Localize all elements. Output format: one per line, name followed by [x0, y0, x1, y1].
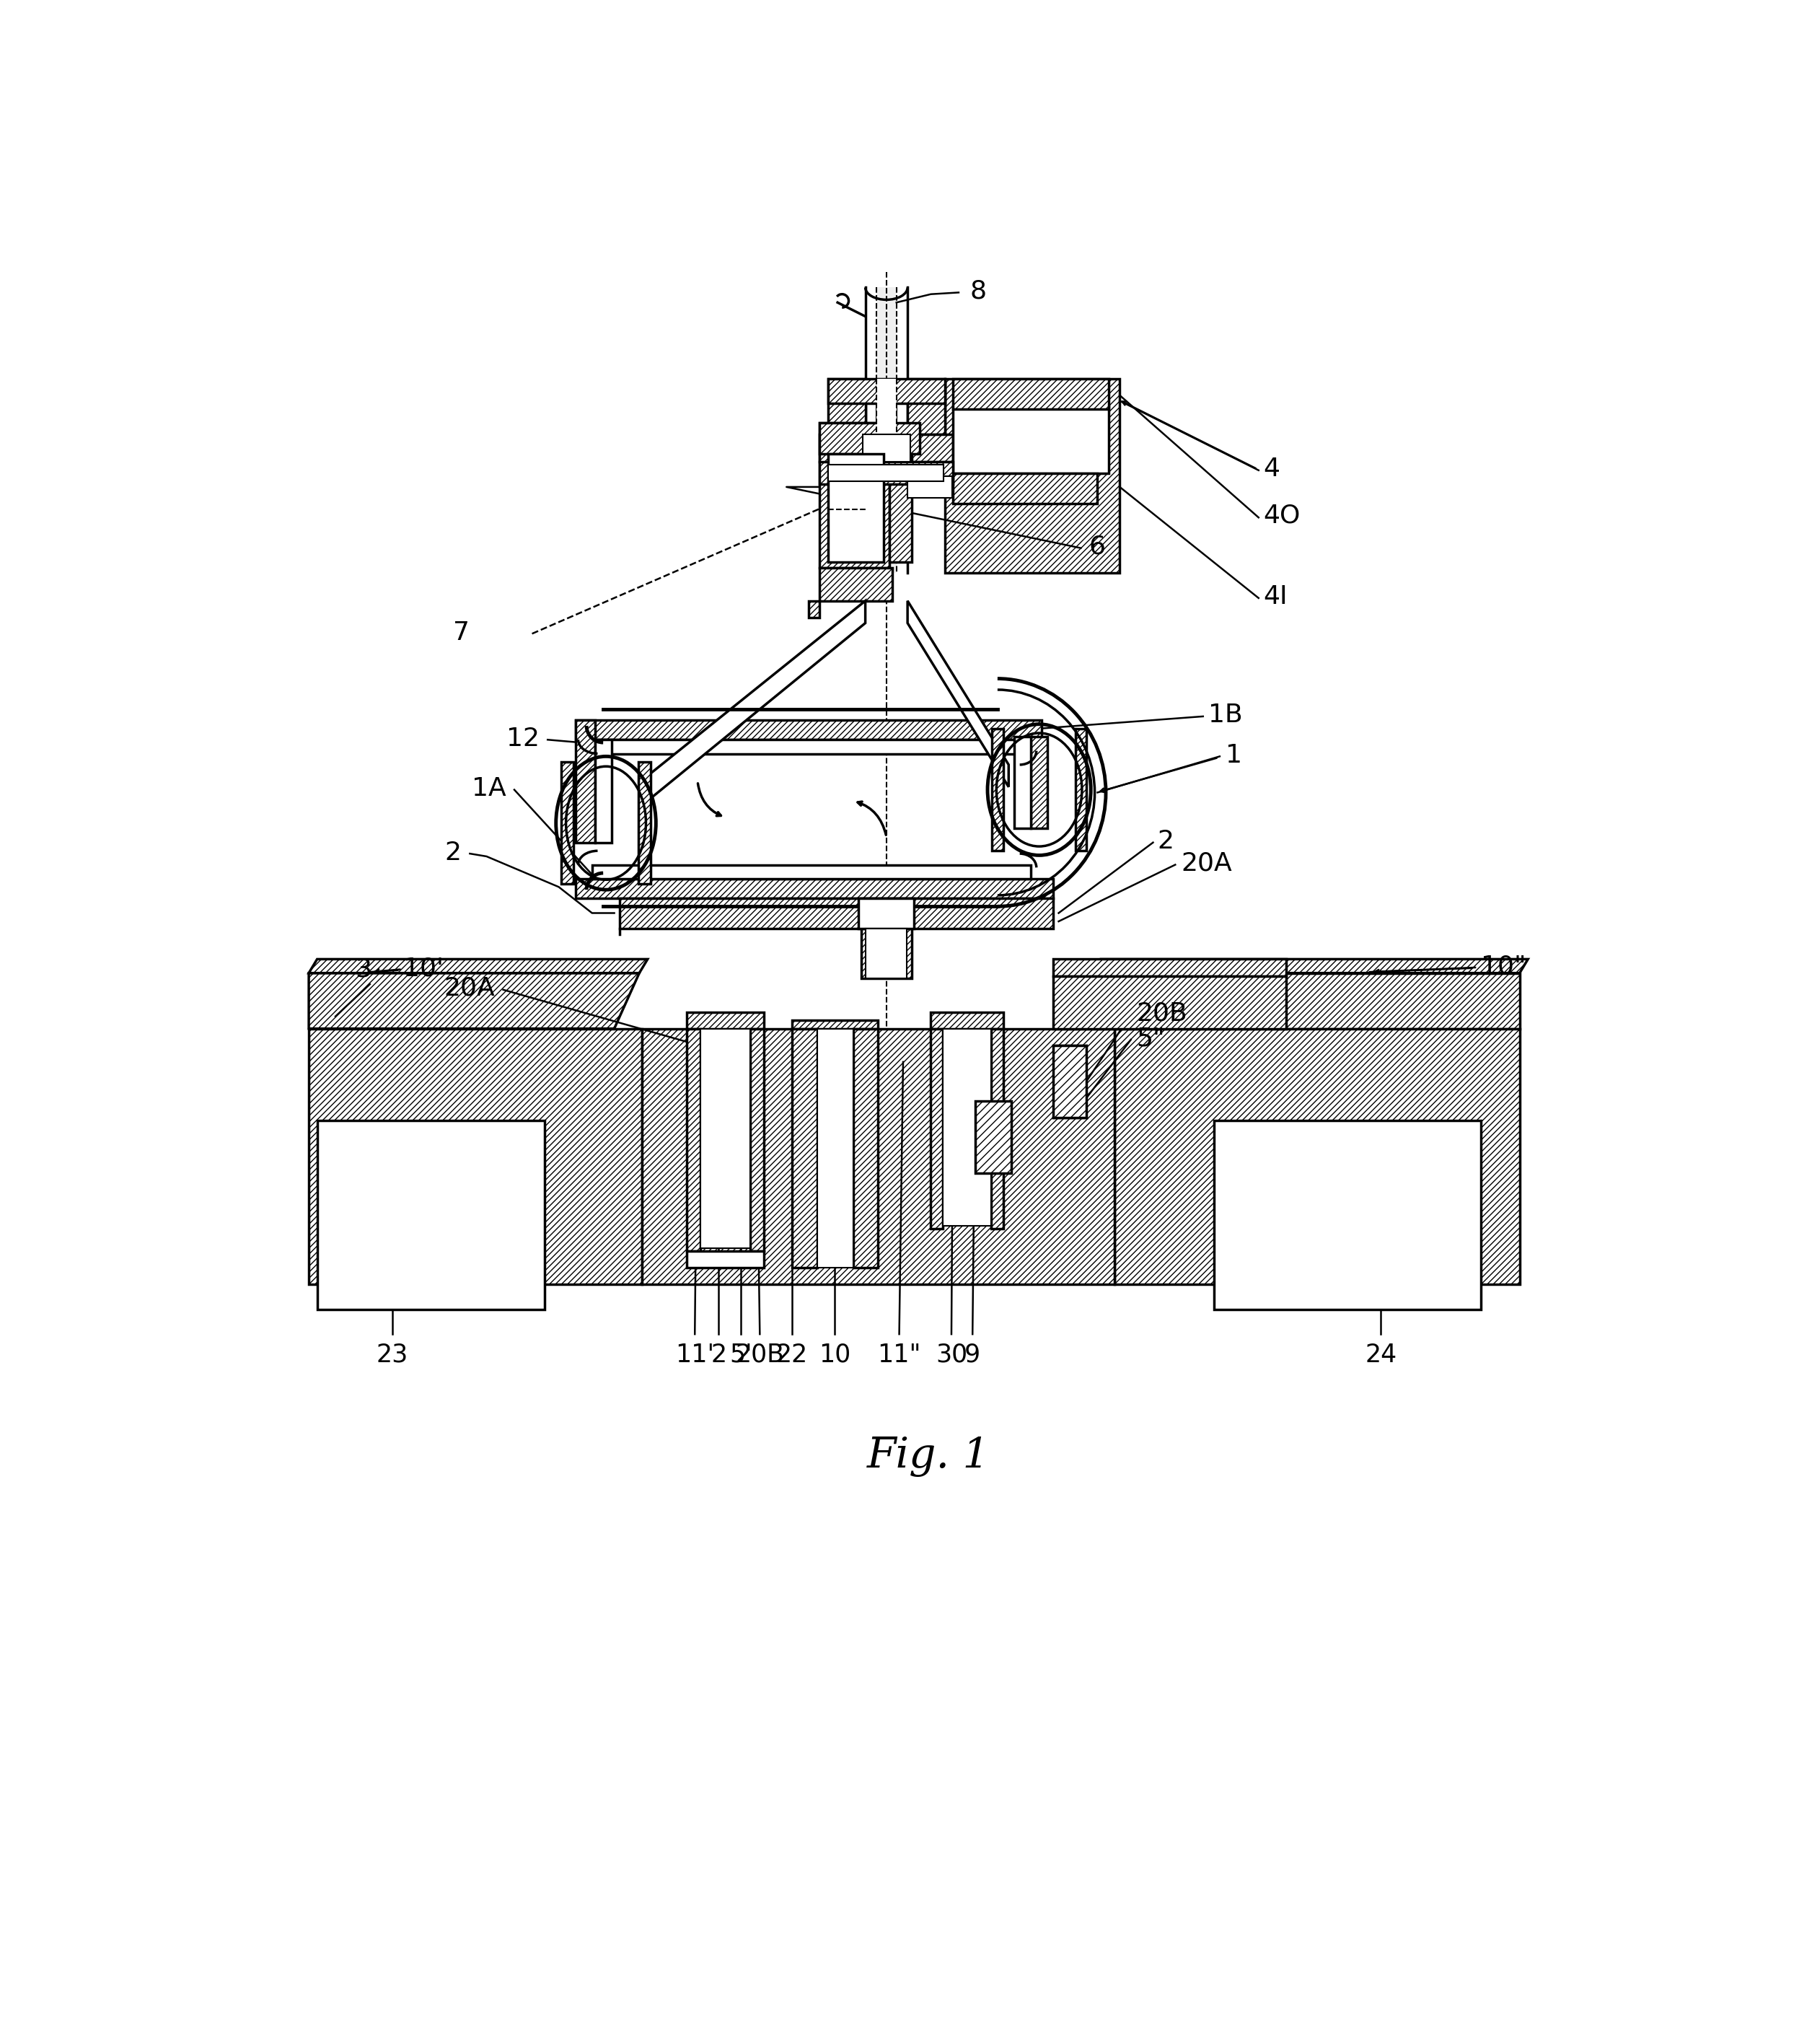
Bar	[877, 288, 897, 572]
Text: 4: 4	[1263, 456, 1279, 480]
Polygon shape	[908, 601, 1009, 787]
Text: 4I: 4I	[1263, 585, 1287, 609]
Bar	[890, 454, 911, 562]
Text: 9: 9	[964, 1343, 980, 1367]
Polygon shape	[308, 959, 647, 973]
Bar	[853, 1028, 879, 1267]
Text: 1B: 1B	[1209, 703, 1243, 728]
Bar	[593, 740, 1026, 754]
Bar	[701, 1028, 750, 1249]
Polygon shape	[308, 973, 640, 1028]
Bar	[863, 433, 910, 462]
Bar	[1053, 1044, 1087, 1118]
Bar	[819, 568, 892, 601]
Bar	[942, 1028, 991, 1226]
Bar	[859, 897, 915, 928]
Polygon shape	[1104, 959, 1528, 973]
Bar	[1053, 975, 1287, 1028]
Bar	[1053, 959, 1287, 975]
Bar	[620, 897, 1053, 928]
Bar	[576, 879, 1053, 897]
Bar	[866, 928, 908, 979]
Bar	[317, 1120, 545, 1308]
Bar	[707, 1040, 745, 1241]
Bar	[817, 1028, 853, 1267]
Bar	[861, 928, 911, 979]
Text: 1: 1	[1225, 744, 1241, 769]
Text: 12: 12	[506, 726, 540, 750]
Text: 3: 3	[355, 957, 371, 981]
Bar	[828, 464, 944, 482]
Text: 7: 7	[453, 621, 469, 646]
Bar	[877, 378, 897, 433]
Bar	[975, 1102, 1011, 1173]
Bar	[687, 1251, 765, 1267]
Bar	[576, 719, 1042, 740]
Text: 23: 23	[377, 1343, 408, 1367]
Bar	[1031, 738, 1047, 828]
Bar	[953, 407, 1109, 472]
Text: 11": 11"	[877, 1343, 920, 1367]
Text: 4O: 4O	[1263, 503, 1299, 527]
Text: 20A: 20A	[1181, 852, 1232, 877]
Text: 2: 2	[446, 840, 462, 865]
Text: 1A: 1A	[471, 777, 506, 801]
Text: 11': 11'	[676, 1343, 714, 1367]
Bar	[308, 1028, 641, 1284]
Bar	[641, 1028, 1114, 1284]
Bar	[562, 762, 574, 885]
Text: 20B: 20B	[736, 1343, 785, 1367]
Text: 2: 2	[1158, 830, 1174, 854]
Bar	[953, 472, 1098, 503]
Text: 8: 8	[969, 278, 986, 303]
Bar	[819, 433, 953, 462]
Bar	[953, 378, 1109, 409]
Text: 10': 10'	[404, 957, 444, 981]
Text: 2: 2	[710, 1343, 727, 1367]
Bar	[1015, 738, 1031, 828]
Bar	[828, 378, 866, 433]
Bar	[908, 476, 951, 499]
Bar	[1214, 1120, 1480, 1308]
Bar	[991, 1028, 1004, 1228]
Bar	[594, 740, 611, 842]
Bar	[1075, 728, 1087, 850]
Text: 6: 6	[1089, 533, 1105, 558]
Bar	[576, 719, 594, 842]
Bar	[593, 865, 1031, 879]
Text: 24: 24	[1364, 1343, 1397, 1367]
Polygon shape	[647, 601, 866, 801]
Text: 5": 5"	[1136, 1026, 1165, 1051]
Bar	[792, 1020, 879, 1028]
Bar	[819, 462, 953, 484]
Polygon shape	[1098, 973, 1520, 1028]
Bar	[819, 423, 920, 454]
Polygon shape	[808, 601, 819, 617]
Text: 20A: 20A	[444, 975, 495, 1000]
Text: 22: 22	[776, 1343, 808, 1367]
Text: 10": 10"	[1480, 955, 1526, 979]
Bar	[931, 1012, 1004, 1028]
Bar	[828, 378, 944, 403]
Bar	[908, 378, 944, 433]
Bar	[750, 1028, 765, 1251]
Bar	[638, 762, 651, 885]
Text: 5': 5'	[730, 1343, 752, 1367]
Text: 30: 30	[935, 1343, 968, 1367]
Bar	[687, 1012, 765, 1028]
Bar	[991, 728, 1004, 850]
Bar	[792, 1028, 817, 1267]
Bar	[819, 423, 890, 568]
Bar	[1114, 1028, 1520, 1284]
Bar	[828, 454, 884, 562]
Text: Fig. 1: Fig. 1	[868, 1437, 989, 1476]
Bar	[944, 378, 1120, 572]
Text: 20B: 20B	[1136, 1002, 1187, 1026]
Bar	[931, 1028, 942, 1228]
Text: 10: 10	[819, 1343, 852, 1367]
Bar	[687, 1028, 701, 1251]
